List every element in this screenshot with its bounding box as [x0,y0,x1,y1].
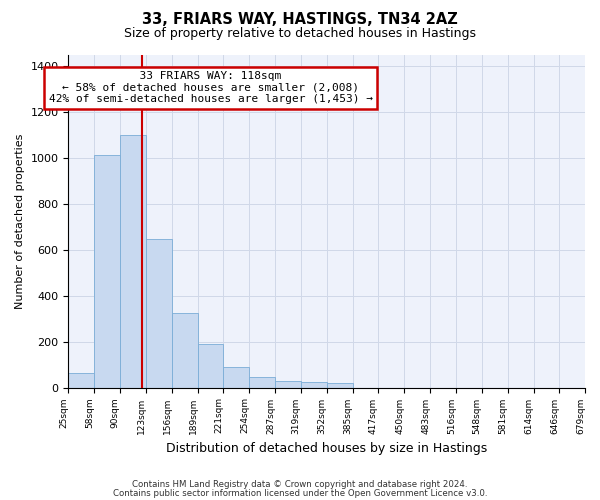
Bar [198,344,223,388]
Bar [301,382,327,388]
Text: Contains public sector information licensed under the Open Government Licence v3: Contains public sector information licen… [113,488,487,498]
Bar [146,239,172,388]
Bar [94,155,120,388]
Y-axis label: Number of detached properties: Number of detached properties [15,134,25,309]
Bar [275,381,301,388]
Bar [327,384,353,388]
Text: 33, FRIARS WAY, HASTINGS, TN34 2AZ: 33, FRIARS WAY, HASTINGS, TN34 2AZ [142,12,458,28]
Bar [172,313,198,388]
Text: Size of property relative to detached houses in Hastings: Size of property relative to detached ho… [124,28,476,40]
Bar [120,136,146,388]
Bar [223,367,249,388]
Text: 33 FRIARS WAY: 118sqm  
← 58% of detached houses are smaller (2,008)
42% of semi: 33 FRIARS WAY: 118sqm ← 58% of detached … [49,71,373,104]
X-axis label: Distribution of detached houses by size in Hastings: Distribution of detached houses by size … [166,442,487,455]
Bar [249,376,275,388]
Bar [68,372,94,388]
Text: Contains HM Land Registry data © Crown copyright and database right 2024.: Contains HM Land Registry data © Crown c… [132,480,468,489]
